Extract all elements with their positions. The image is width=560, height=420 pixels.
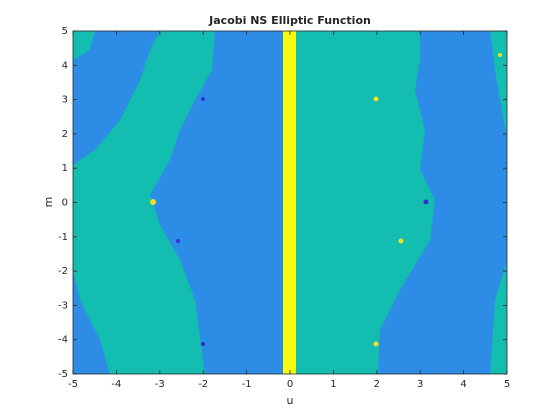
x-tick-label: 0 (287, 379, 293, 390)
x-tick-label: 4 (460, 379, 466, 390)
speck (398, 238, 404, 244)
x-tick-label: -5 (68, 379, 78, 390)
x-tick-label: 2 (374, 379, 380, 390)
region-teal (73, 31, 95, 60)
speck (201, 97, 205, 101)
y-tick-label: -4 (58, 335, 68, 346)
region-yellow (283, 31, 296, 374)
y-tick-label: -5 (58, 369, 68, 380)
speck (150, 199, 156, 205)
y-tick-label: -1 (58, 232, 68, 243)
region-teal (73, 31, 215, 374)
x-axis-label: u (287, 394, 294, 407)
x-tick-label: -2 (198, 379, 208, 390)
y-tick-label: -3 (58, 300, 68, 311)
speck (498, 53, 502, 57)
speck (423, 199, 429, 205)
y-tick-label: 4 (62, 60, 68, 71)
y-tick-label: 3 (62, 95, 68, 106)
y-tick-label: 1 (62, 163, 68, 174)
speck (201, 342, 205, 346)
x-tick-label: -3 (155, 379, 165, 390)
plot-image (73, 31, 507, 374)
region-blue (378, 31, 507, 374)
speck (373, 341, 379, 347)
y-tick-label: -2 (58, 266, 68, 277)
y-axis-label: m (42, 197, 55, 208)
x-tick-label: 3 (417, 379, 423, 390)
speck (373, 96, 379, 102)
y-tick-label: 5 (62, 26, 68, 37)
x-tick-label: 1 (330, 379, 336, 390)
x-tick-label: 5 (504, 379, 510, 390)
x-tick-label: -4 (111, 379, 121, 390)
chart-title: Jacobi NS Elliptic Function (208, 14, 371, 27)
speck (176, 239, 180, 243)
y-tick-label: 2 (62, 129, 68, 140)
y-tick-label: 0 (62, 198, 68, 209)
x-tick-label: -1 (242, 379, 252, 390)
